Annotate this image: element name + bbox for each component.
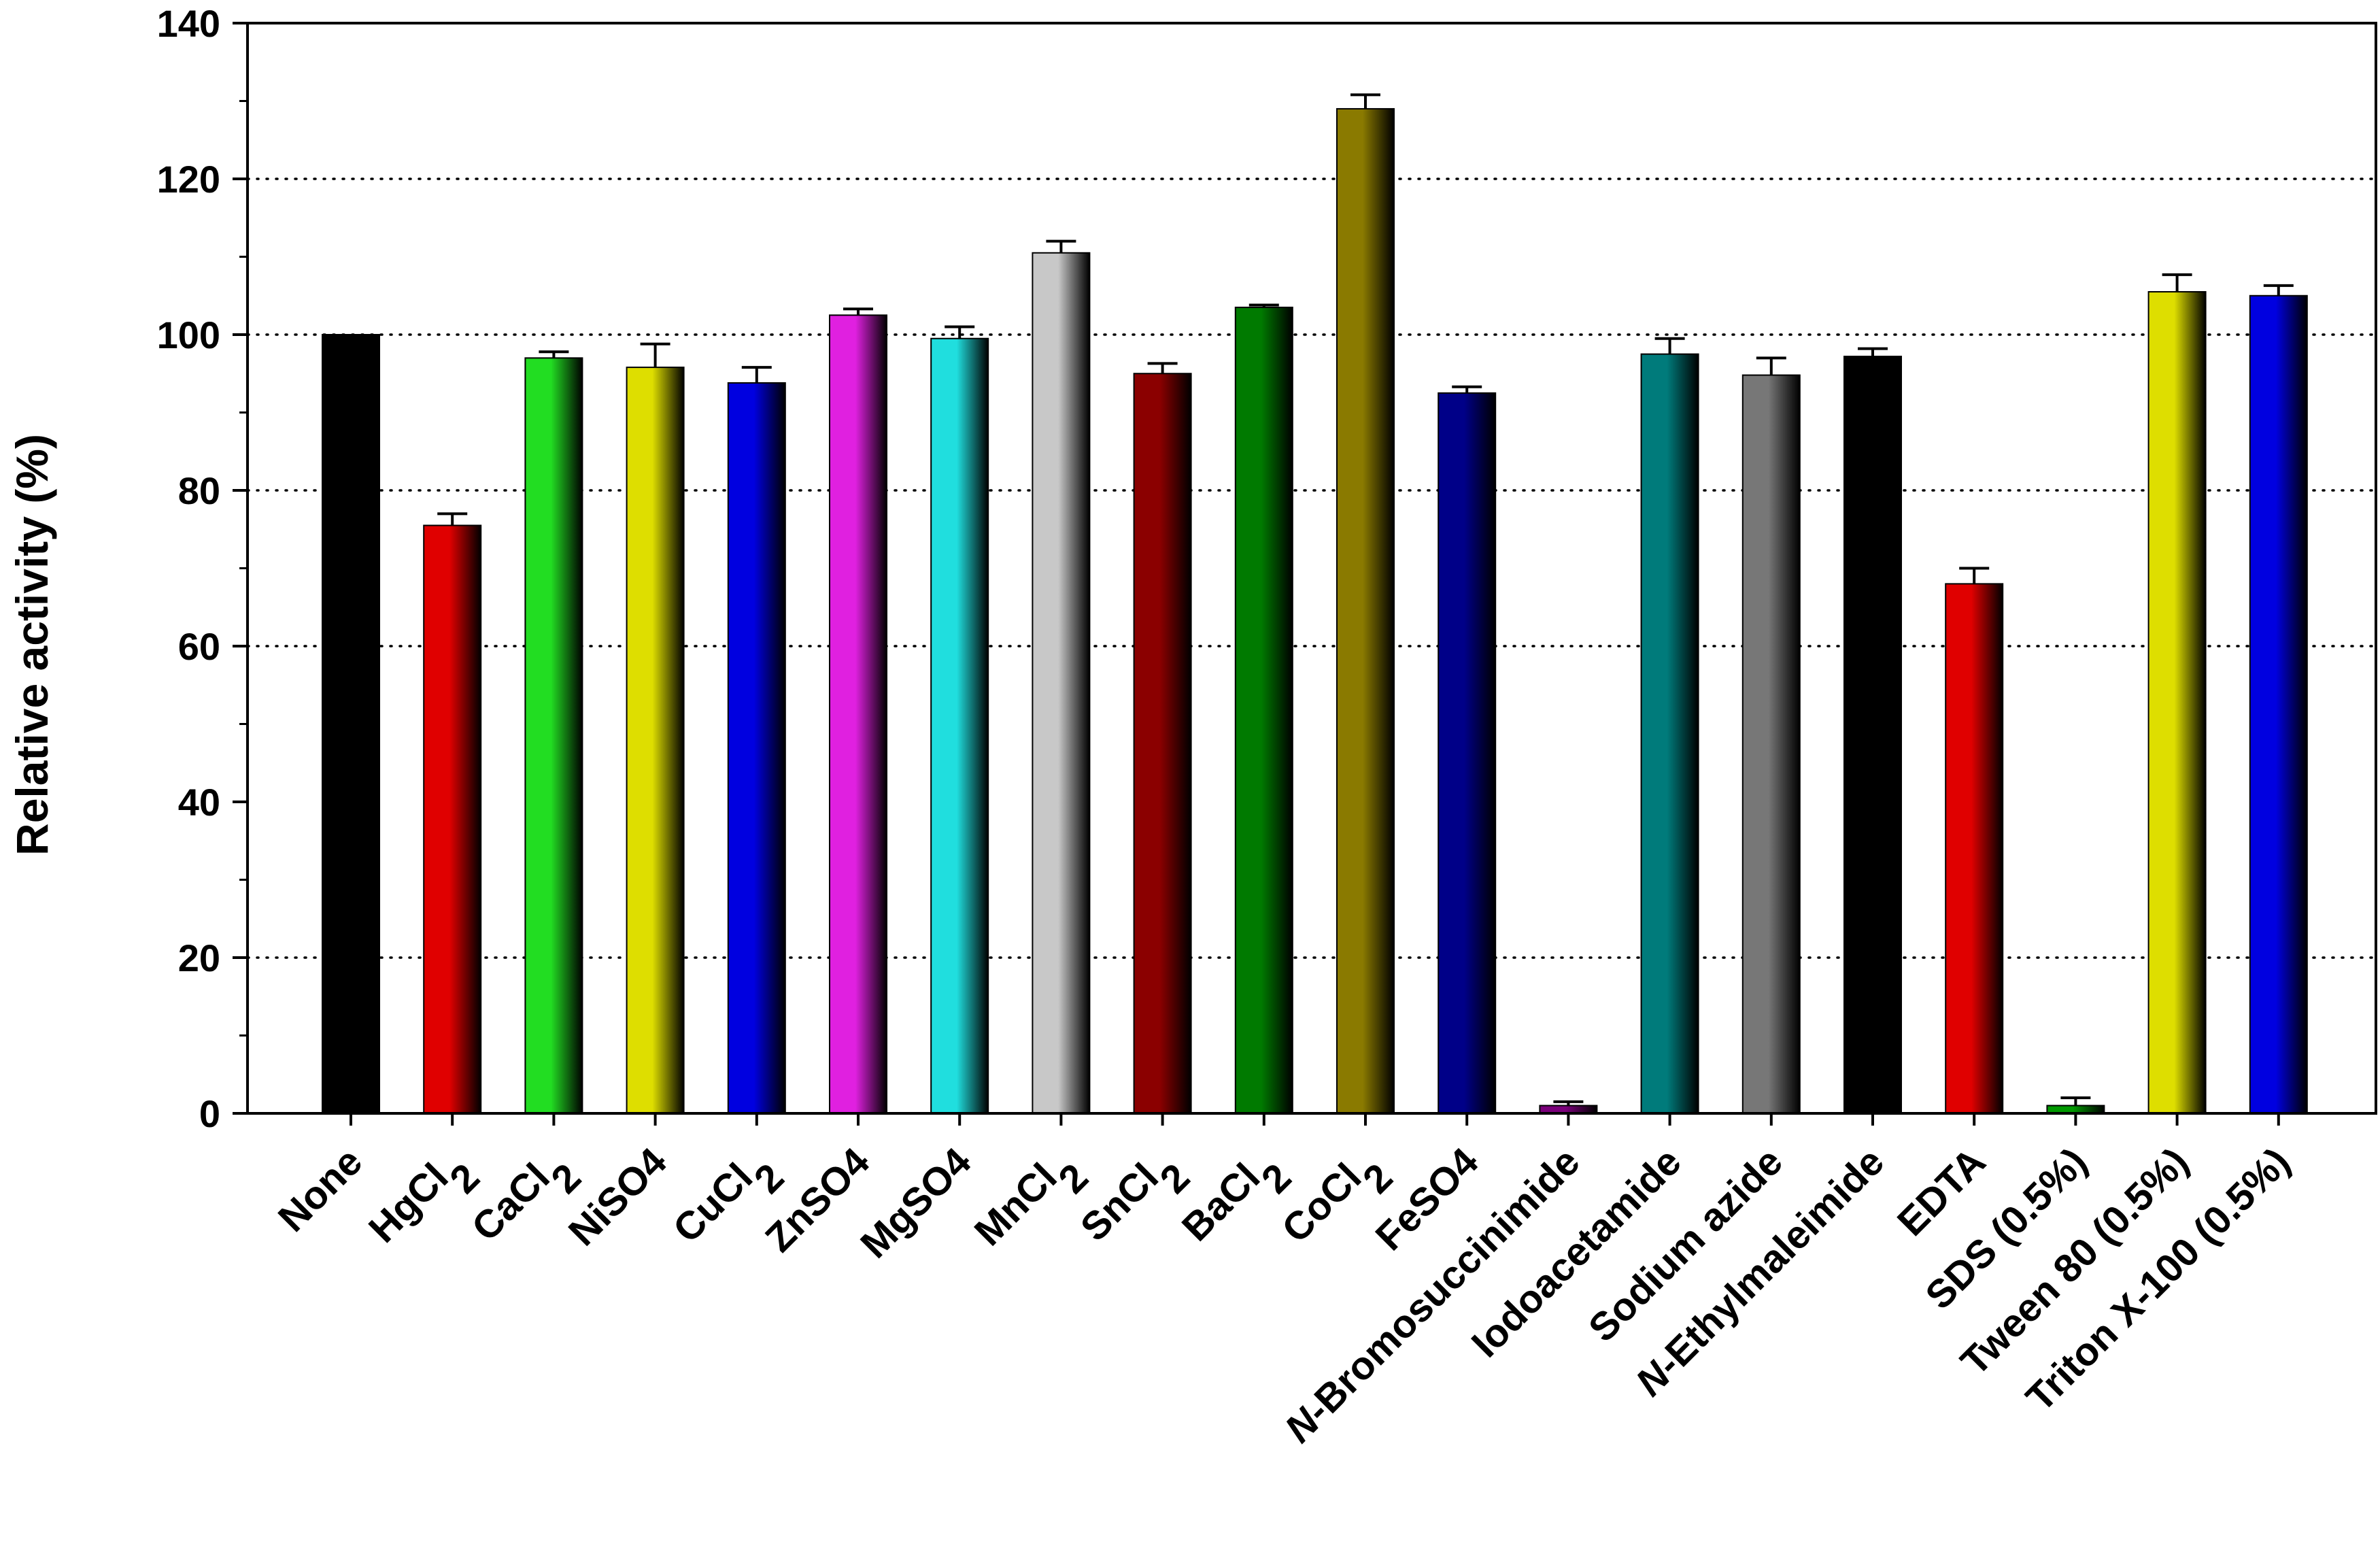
bar [626,367,685,1115]
bar [1336,107,1395,1115]
bar [1640,353,1699,1114]
y-tick-label: 0 [199,1092,220,1135]
category-label: SnCl2 [1072,1139,1198,1265]
category-label: CoCl2 [1274,1139,1401,1266]
bar [1945,583,2004,1114]
y-tick-label: 100 [157,314,220,356]
category-label: None [270,1139,371,1240]
y-tick-label: 120 [157,158,220,201]
bar [2249,294,2308,1114]
bar [930,337,989,1115]
category-label: CuCl2 [665,1139,792,1266]
bar [1032,252,1091,1114]
bar [322,334,380,1114]
category-label: CaCl2 [463,1139,589,1265]
bar [423,524,482,1114]
category-label: HgCl2 [360,1139,488,1266]
y-tick-label: 60 [178,625,220,668]
bar [1438,392,1497,1114]
category-labels: NoneHgCl2CaCl2NiSO4CuCl2ZnSO4MgSO4MnCl2S… [270,1139,2298,1451]
bar [524,357,583,1114]
bars [322,93,2308,1115]
bar [2147,291,2207,1114]
bar [727,382,786,1114]
y-axis-title: Relative activity (%) [7,434,57,856]
y-tick-label: 20 [178,937,220,979]
bar [829,314,887,1114]
y-tick-label: 80 [178,469,220,512]
bar [1234,306,1293,1114]
y-tick-label: 40 [178,781,220,824]
y-tick-label: 140 [157,2,220,45]
axes: 0 20 40 60 80 100 120 140 [157,2,2377,1135]
bar [1843,356,1902,1114]
category-label: BaCl2 [1174,1139,1299,1265]
bar [1133,373,1192,1114]
bar [1741,374,1801,1114]
gridlines [246,178,2377,959]
category-label: MnCl2 [966,1139,1097,1270]
category-label: MgSO4 [852,1139,979,1266]
